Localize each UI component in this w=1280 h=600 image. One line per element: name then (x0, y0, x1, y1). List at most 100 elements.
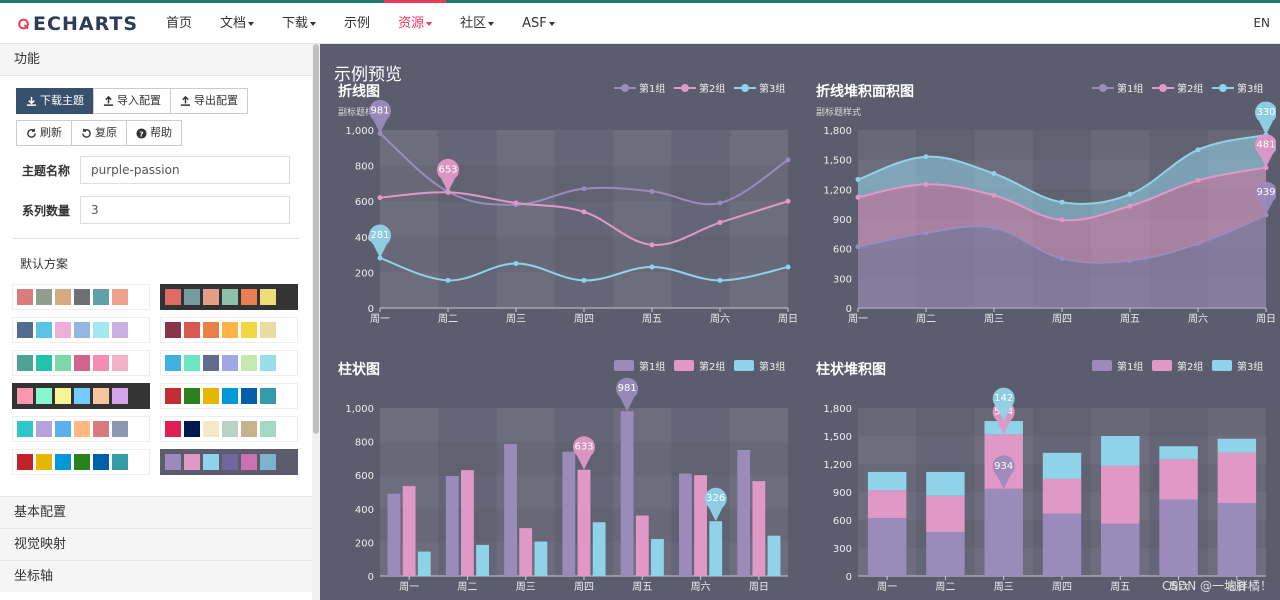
theme-palette-10[interactable] (12, 449, 150, 475)
color-swatch (165, 421, 181, 437)
color-swatch (55, 355, 71, 371)
theme-name-input[interactable]: purple-passion (80, 156, 290, 184)
legend-label: 第1组 (639, 82, 665, 95)
nav-item-5[interactable]: 社区 (446, 3, 508, 44)
section-function-header[interactable]: 功能 (0, 44, 312, 76)
data-point (445, 277, 451, 283)
color-swatch (74, 454, 90, 470)
bar-chart: 柱状图 第1组 第2组 第3组 0 200 400 600 800 1,000 周一 周二 周三 周四 周五… (338, 360, 788, 592)
x-tick-label: 周二 (916, 313, 936, 324)
theme-palette-1[interactable] (160, 284, 298, 310)
legend-dot (741, 84, 749, 92)
data-point (1127, 203, 1133, 209)
data-point (649, 264, 655, 270)
color-swatch (241, 322, 257, 338)
language-switch[interactable]: EN (1253, 16, 1270, 30)
nav-item-label: ASF (522, 16, 547, 31)
color-swatch (17, 355, 33, 371)
reset-button[interactable]: 复原 (71, 120, 127, 146)
import-config-button[interactable]: 导入配置 (93, 88, 171, 114)
legend-swatch (1212, 360, 1232, 371)
section-visual-map[interactable]: 视觉映射 (0, 528, 312, 560)
color-swatch (17, 454, 33, 470)
color-swatch (184, 388, 200, 404)
series-count-input[interactable]: 3 (80, 196, 290, 224)
data-point (1195, 147, 1201, 153)
x-tick-label: 周四 (574, 313, 594, 324)
data-point (1059, 199, 1065, 205)
legend-item-2: 第3组 (1212, 360, 1263, 373)
nav-item-1[interactable]: 文档 (206, 3, 268, 44)
section-axis[interactable]: 坐标轴 (0, 560, 312, 592)
legend-item-1: 第2组 (674, 360, 725, 373)
y-tick-label: 1,500 (823, 432, 852, 443)
theme-palette-9[interactable] (160, 416, 298, 442)
color-swatch (112, 289, 128, 305)
color-swatch (203, 322, 219, 338)
legend-label: 第1组 (1117, 82, 1143, 95)
color-swatch (241, 421, 257, 437)
sidebar-scrollbar[interactable] (312, 44, 320, 600)
color-swatch (165, 454, 181, 470)
x-tick-label: 周三 (506, 313, 526, 324)
x-tick-label: 周四 (1052, 581, 1072, 592)
bar-series-1 (1101, 465, 1140, 524)
theme-palette-7[interactable] (160, 383, 298, 409)
export-config-button[interactable]: 导出配置 (170, 88, 248, 114)
sidebar-scroll-thumb[interactable] (313, 44, 319, 434)
x-tick-label: 周六 (1169, 581, 1189, 592)
button-group-actions: 刷新 复原 ? 帮助 (16, 120, 312, 146)
color-swatch (203, 388, 219, 404)
x-tick-label: 周日 (749, 581, 769, 592)
marker-pin-shape (369, 99, 391, 134)
divider (12, 238, 300, 239)
legend-label: 第2组 (1177, 360, 1203, 373)
section-basic-config[interactable]: 基本配置 (0, 496, 312, 528)
theme-palette-3[interactable] (160, 317, 298, 343)
y-tick-label: 1,500 (823, 156, 852, 167)
color-swatch (55, 322, 71, 338)
color-swatch (184, 355, 200, 371)
bar-series-1 (694, 475, 707, 576)
nav-item-3[interactable]: 示例 (330, 3, 384, 44)
theme-palette-5[interactable] (160, 350, 298, 376)
nav-item-0[interactable]: 首页 (152, 3, 206, 44)
download-theme-button[interactable]: 下载主题 (16, 88, 94, 114)
help-button[interactable]: ? 帮助 (126, 120, 182, 146)
y-tick-label: 1,800 (823, 126, 852, 137)
data-point (991, 171, 997, 177)
echarts-logo[interactable]: ECHARTS (18, 9, 138, 39)
data-point (717, 277, 723, 283)
import-config-label: 导入配置 (117, 94, 161, 107)
nav-item-4[interactable]: 资源 (384, 0, 447, 44)
theme-palette-2[interactable] (12, 317, 150, 343)
theme-palette-11[interactable] (160, 449, 298, 475)
chart-title: 折线堆积面积图 (816, 83, 914, 100)
marker-pin-shape (992, 455, 1015, 489)
legend-item-0: 第1组 (614, 82, 665, 95)
refresh-button[interactable]: 刷新 (16, 120, 72, 146)
theme-palette-8[interactable] (12, 416, 150, 442)
theme-palette-0[interactable] (12, 284, 150, 310)
marker-label: 481 (1256, 140, 1275, 151)
legend-swatch (1092, 360, 1112, 371)
nav-item-2[interactable]: 下载 (268, 3, 330, 44)
color-swatch (203, 355, 219, 371)
theme-palette-4[interactable] (12, 350, 150, 376)
nav-item-6[interactable]: ASF (508, 3, 569, 44)
theme-name-row: 主题名称 purple-passion (0, 150, 312, 190)
bar-series-1 (752, 481, 766, 576)
chart-title: 柱状图 (338, 361, 380, 378)
marker-pin-shape (573, 436, 595, 470)
theme-palette-6[interactable] (12, 383, 150, 409)
x-tick-label: 周三 (984, 313, 1004, 324)
marker-pin: 633 (573, 436, 595, 470)
legend-label: 第3组 (1237, 82, 1263, 95)
button-group-file: 下载主题 导入配置 导出配置 (16, 88, 312, 114)
reset-label: 复原 (95, 126, 117, 139)
marker-pin: 934 (992, 455, 1015, 489)
bar-series-2 (592, 522, 606, 576)
color-swatch (112, 355, 128, 371)
color-swatch (222, 289, 238, 305)
